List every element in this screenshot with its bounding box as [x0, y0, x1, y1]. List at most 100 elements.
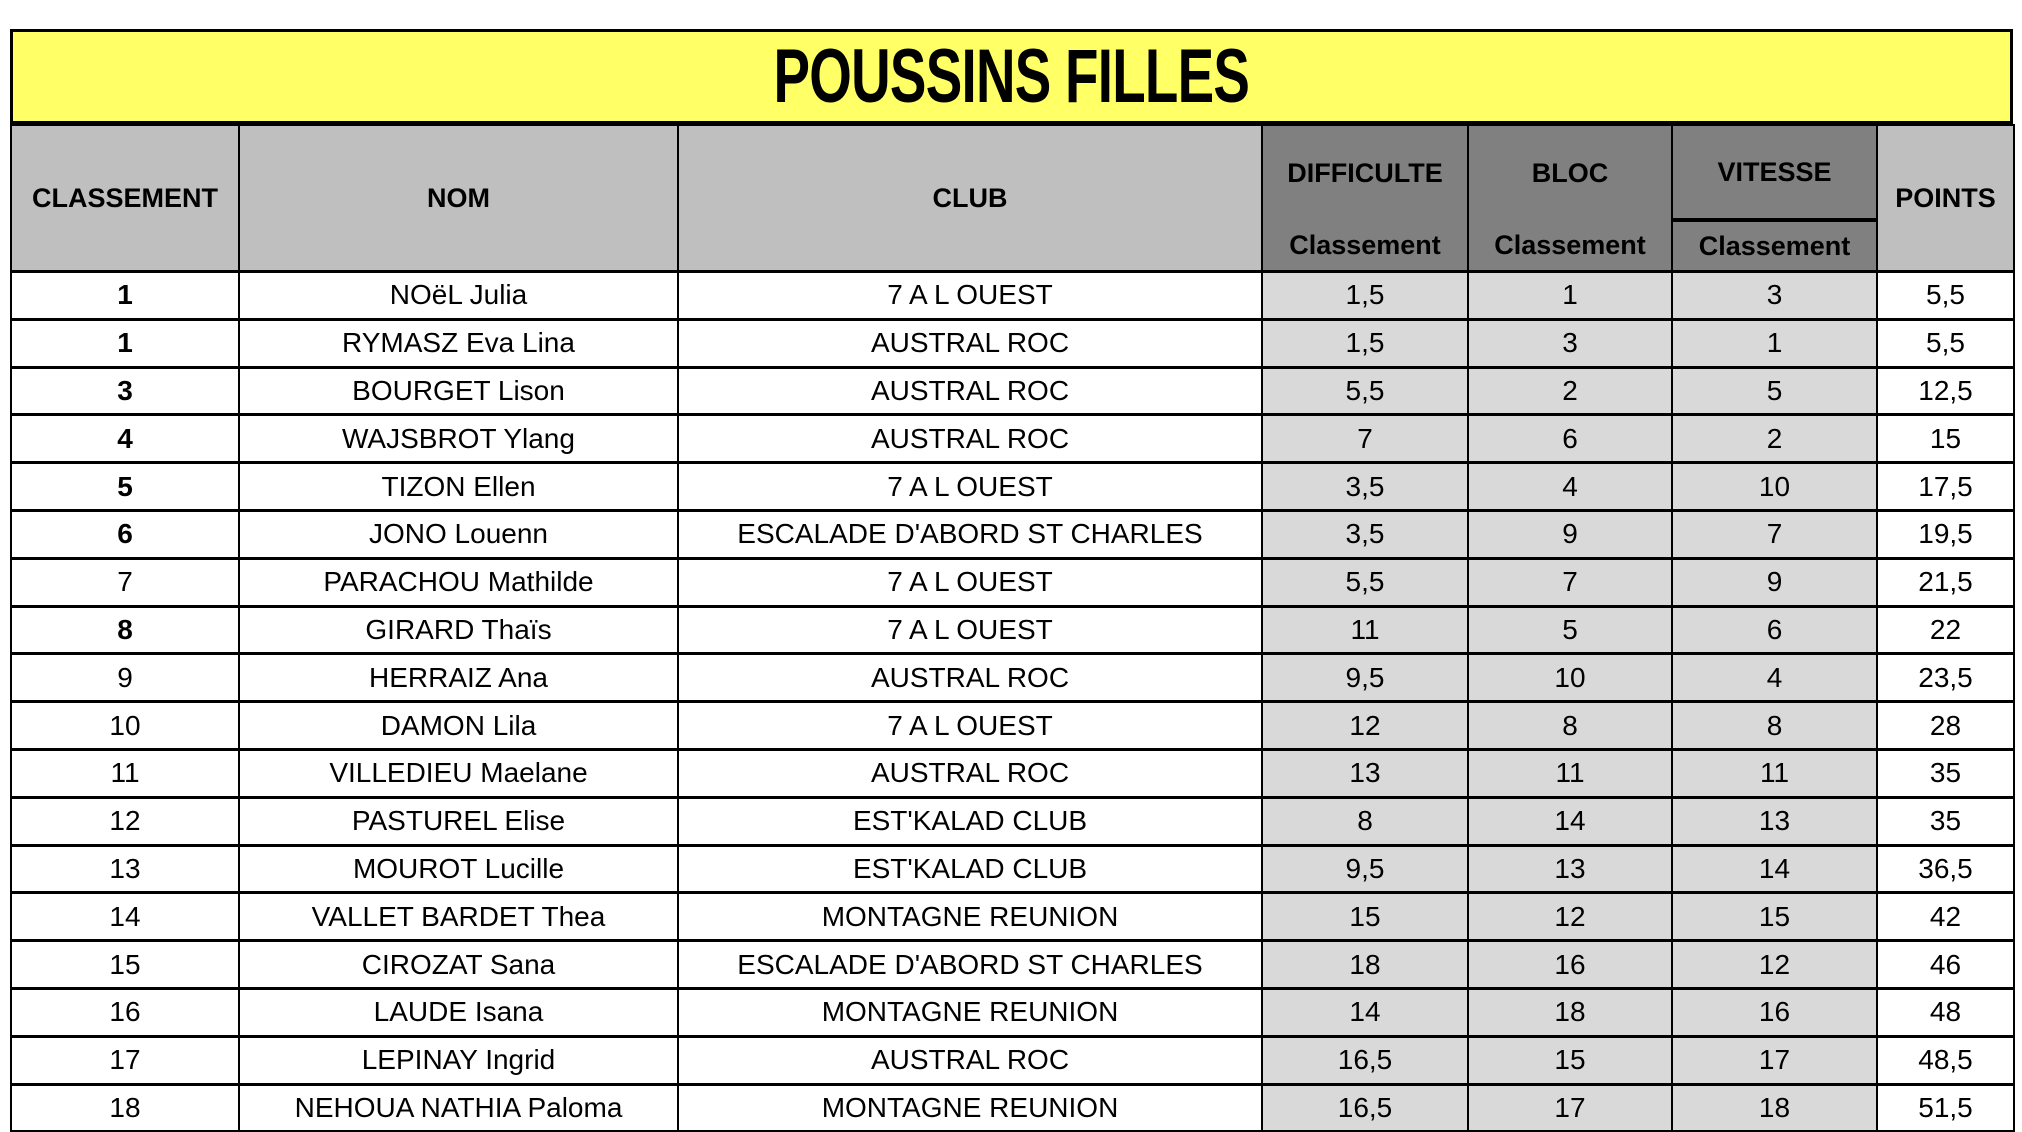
- subheader-vitesse-classement: Classement: [1671, 219, 1878, 273]
- bloc-cell: 17: [1467, 1083, 1673, 1132]
- rank-cell: 5: [10, 461, 240, 512]
- rank-cell: 4: [10, 413, 240, 464]
- table-row: 15 CIROZAT Sana ESCALADE D'ABORD ST CHARLE…: [10, 939, 2015, 990]
- table-row: 8 GIRARD Thaïs 7 A L OUEST 11 5 6 22: [10, 605, 2015, 655]
- results-body: 1 NOëL Julia 7 A L OUEST 1,5 1 3 5,5 1 RYMASZ Ev…: [10, 270, 2015, 1132]
- page-title: POUSSINS FILLES: [773, 34, 1250, 119]
- name-cell: PARACHOU Mathilde: [238, 557, 679, 608]
- vitesse-cell: 17: [1671, 1035, 1878, 1086]
- difficulte-cell: 13: [1261, 748, 1469, 799]
- vitesse-cell: 3: [1671, 270, 1878, 321]
- rank-cell: 16: [10, 987, 240, 1038]
- club-cell: AUSTRAL ROC: [677, 1035, 1263, 1086]
- name-cell: BOURGET Lison: [238, 366, 679, 416]
- bloc-cell: 3: [1467, 318, 1673, 369]
- name-cell: NEHOUA NATHIA Paloma: [238, 1083, 679, 1132]
- name-cell: DAMON Lila: [238, 700, 679, 751]
- rank-cell: 17: [10, 1035, 240, 1086]
- name-cell: LAUDE Isana: [238, 987, 679, 1038]
- table-row: 11 VILLEDIEU Maelane AUSTRAL ROC 13 11 11 35: [10, 748, 2015, 799]
- bloc-cell: 7: [1467, 557, 1673, 608]
- points-cell: 5,5: [1876, 270, 2015, 321]
- club-cell: ESCALADE D'ABORD ST CHARLES: [677, 509, 1263, 560]
- vitesse-cell: 9: [1671, 557, 1878, 608]
- rank-cell: 1: [10, 318, 240, 369]
- bloc-cell: 5: [1467, 605, 1673, 655]
- title-banner: POUSSINS FILLES: [10, 29, 2013, 124]
- vitesse-cell: 4: [1671, 652, 1878, 703]
- header-classement: CLASSEMENT: [10, 124, 240, 273]
- club-cell: MONTAGNE REUNION: [677, 987, 1263, 1038]
- difficulte-cell: 5,5: [1261, 557, 1469, 608]
- rank-cell: 15: [10, 939, 240, 990]
- bloc-cell: 11: [1467, 748, 1673, 799]
- difficulte-cell: 7: [1261, 413, 1469, 464]
- points-cell: 23,5: [1876, 652, 2015, 703]
- header-difficulte: DIFFICULTE: [1261, 124, 1469, 220]
- difficulte-cell: 12: [1261, 700, 1469, 751]
- points-cell: 12,5: [1876, 366, 2015, 416]
- difficulte-cell: 18: [1261, 939, 1469, 990]
- subheader-difficulte-classement: Classement: [1261, 220, 1469, 273]
- table-row: 4 WAJSBROT Ylang AUSTRAL ROC 7 6 2 15: [10, 413, 2015, 464]
- points-cell: 22: [1876, 605, 2015, 655]
- club-cell: 7 A L OUEST: [677, 605, 1263, 655]
- bloc-cell: 10: [1467, 652, 1673, 703]
- results-sheet: POUSSINS FILLES CLASSEMENT NOM CLUB DIFF…: [10, 29, 2015, 1132]
- points-cell: 48: [1876, 987, 2015, 1038]
- table-row: 5 TIZON Ellen 7 A L OUEST 3,5 4 10 17,5: [10, 461, 2015, 512]
- difficulte-cell: 16,5: [1261, 1083, 1469, 1132]
- name-cell: VALLET BARDET Thea: [238, 891, 679, 942]
- difficulte-cell: 15: [1261, 891, 1469, 942]
- rank-cell: 10: [10, 700, 240, 751]
- bloc-cell: 13: [1467, 844, 1673, 894]
- table-row: 12 PASTUREL Elise EST'KALAD CLUB 8 14 13 35: [10, 796, 2015, 847]
- rank-cell: 7: [10, 557, 240, 608]
- table-row: 16 LAUDE Isana MONTAGNE REUNION 14 18 16 48: [10, 987, 2015, 1038]
- table-row: 18 NEHOUA NATHIA Paloma MONTAGNE REUNION 16…: [10, 1083, 2015, 1132]
- bloc-cell: 18: [1467, 987, 1673, 1038]
- table-row: 17 LEPINAY Ingrid AUSTRAL ROC 16,5 15 17 48,5: [10, 1035, 2015, 1086]
- table-row: 1 NOëL Julia 7 A L OUEST 1,5 1 3 5,5: [10, 270, 2015, 321]
- points-cell: 42: [1876, 891, 2015, 942]
- difficulte-cell: 5,5: [1261, 366, 1469, 416]
- name-cell: WAJSBROT Ylang: [238, 413, 679, 464]
- name-cell: HERRAIZ Ana: [238, 652, 679, 703]
- points-cell: 51,5: [1876, 1083, 2015, 1132]
- difficulte-cell: 9,5: [1261, 844, 1469, 894]
- name-cell: LEPINAY Ingrid: [238, 1035, 679, 1086]
- points-cell: 5,5: [1876, 318, 2015, 369]
- difficulte-cell: 9,5: [1261, 652, 1469, 703]
- name-cell: NOëL Julia: [238, 270, 679, 321]
- bloc-cell: 15: [1467, 1035, 1673, 1086]
- points-cell: 17,5: [1876, 461, 2015, 512]
- subheader-bloc-classement: Classement: [1467, 220, 1673, 273]
- difficulte-cell: 3,5: [1261, 509, 1469, 560]
- difficulte-cell: 1,5: [1261, 270, 1469, 321]
- table-row: 14 VALLET BARDET Thea MONTAGNE REUNION 15 12…: [10, 891, 2015, 942]
- name-cell: GIRARD Thaïs: [238, 605, 679, 655]
- points-cell: 48,5: [1876, 1035, 2015, 1086]
- vitesse-cell: 11: [1671, 748, 1878, 799]
- table-row: 10 DAMON Lila 7 A L OUEST 12 8 8 28: [10, 700, 2015, 751]
- bloc-cell: 4: [1467, 461, 1673, 512]
- rank-cell: 8: [10, 605, 240, 655]
- club-cell: 7 A L OUEST: [677, 461, 1263, 512]
- table-row: 6 JONO Louenn ESCALADE D'ABORD ST CHARLES 3…: [10, 509, 2015, 560]
- points-cell: 21,5: [1876, 557, 2015, 608]
- bloc-cell: 6: [1467, 413, 1673, 464]
- table-row: 7 PARACHOU Mathilde 7 A L OUEST 5,5 7 9 21,5: [10, 557, 2015, 608]
- club-cell: EST'KALAD CLUB: [677, 796, 1263, 847]
- vitesse-cell: 8: [1671, 700, 1878, 751]
- rank-cell: 12: [10, 796, 240, 847]
- rank-cell: 3: [10, 366, 240, 416]
- vitesse-cell: 15: [1671, 891, 1878, 942]
- header-bloc: BLOC: [1467, 124, 1673, 220]
- points-cell: 46: [1876, 939, 2015, 990]
- header-points: POINTS: [1876, 124, 2015, 273]
- points-cell: 19,5: [1876, 509, 2015, 560]
- club-cell: EST'KALAD CLUB: [677, 844, 1263, 894]
- rank-cell: 11: [10, 748, 240, 799]
- difficulte-cell: 16,5: [1261, 1035, 1469, 1086]
- club-cell: 7 A L OUEST: [677, 557, 1263, 608]
